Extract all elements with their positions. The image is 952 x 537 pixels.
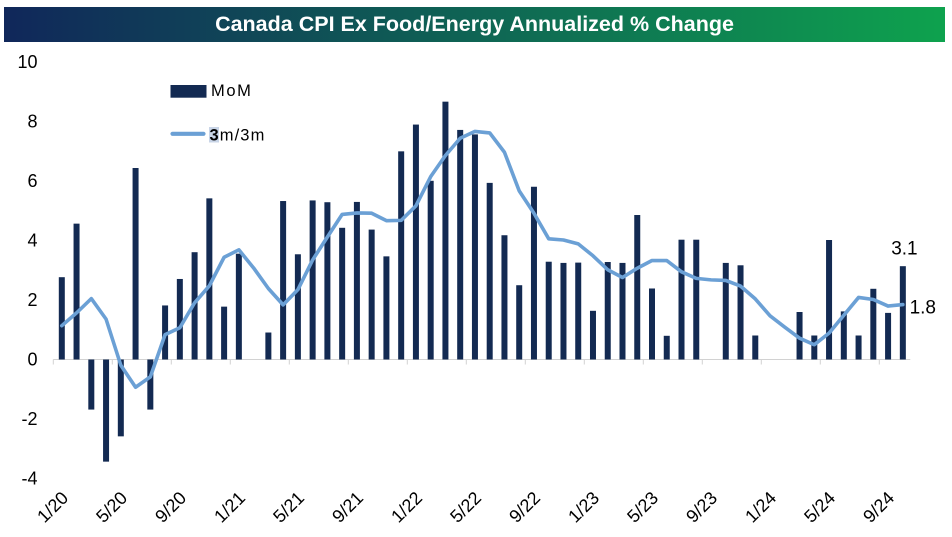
svg-text:1/24: 1/24 [741, 488, 780, 527]
svg-text:9/21: 9/21 [328, 488, 367, 527]
svg-text:9/23: 9/23 [682, 488, 721, 527]
svg-text:9/22: 9/22 [505, 488, 544, 527]
svg-text:4: 4 [27, 230, 37, 250]
svg-text:6: 6 [27, 171, 37, 191]
svg-text:1/20: 1/20 [33, 488, 72, 527]
svg-text:1/21: 1/21 [210, 488, 249, 527]
svg-text:1.8: 1.8 [910, 298, 936, 319]
svg-text:10: 10 [17, 52, 37, 72]
svg-text:5/21: 5/21 [269, 488, 308, 527]
svg-text:8: 8 [27, 111, 37, 131]
svg-text:9/24: 9/24 [859, 488, 898, 527]
svg-text:1/23: 1/23 [564, 488, 603, 527]
svg-text:5/20: 5/20 [92, 488, 131, 527]
svg-text:0: 0 [27, 349, 37, 369]
svg-text:-4: -4 [21, 468, 37, 488]
svg-text:2: 2 [27, 290, 37, 310]
svg-text:5/22: 5/22 [446, 488, 485, 527]
svg-text:3m/3m: 3m/3m [210, 127, 266, 145]
svg-text:MoM: MoM [211, 82, 252, 100]
svg-text:1/22: 1/22 [387, 488, 426, 527]
svg-text:9/20: 9/20 [151, 488, 190, 527]
svg-text:3.1: 3.1 [891, 239, 917, 260]
svg-text:5/23: 5/23 [623, 488, 662, 527]
svg-text:-2: -2 [21, 409, 37, 429]
svg-text:5/24: 5/24 [800, 488, 839, 527]
